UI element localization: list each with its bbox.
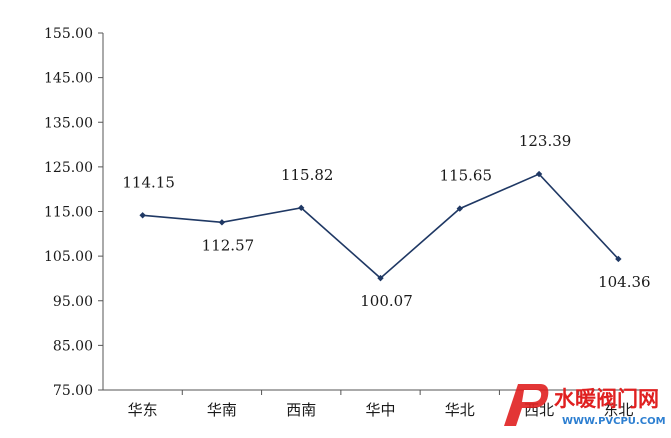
x-axis: 华东 华南 西南 华中 华北 西北 东北 [103,389,658,419]
data-point [456,205,463,212]
y-axis: 155.00 145.00 135.00 125.00 115.00 105.00 95.0… [44,26,104,399]
y-tick-label: 145.00 [44,71,93,87]
y-tick-label: 95.00 [53,294,93,310]
data-label: 115.82 [281,166,334,184]
data-label: 123.39 [519,132,572,150]
x-tick-label: 华北 [445,401,475,419]
watermark-p-icon [504,384,549,426]
data-point [615,255,622,263]
x-tick-label: 华中 [365,401,395,419]
x-tick-label: 西南 [286,401,316,419]
x-tick-label: 东北 [603,401,633,419]
y-tick-label: 115.00 [44,205,93,221]
data-label: 112.57 [202,236,255,254]
series [139,170,622,282]
data-point [535,170,543,178]
data-label: 104.36 [598,273,651,291]
data-label: 100.07 [360,292,413,310]
data-point [139,212,146,219]
x-tick-label: 华东 [128,401,158,419]
data-labels: 114.15 112.57 115.82 100.07 115.65 123.39 104.… [122,132,650,310]
data-label: 115.65 [440,167,493,185]
y-tick-label: 85.00 [53,338,93,354]
watermark-url-text: WWW.PVCPU.COM [562,416,666,427]
y-tick-label: 135.00 [44,115,93,131]
data-label: 114.15 [122,173,175,191]
x-tick-label: 华南 [207,401,237,419]
y-tick-label: 155.00 [44,26,93,42]
watermark-logo: 水暖阀门网 WWW.PVCPU.COM [496,374,671,434]
data-point [298,204,305,212]
series-line [142,173,619,280]
y-tick-label: 105.00 [44,249,93,265]
data-point [218,219,226,226]
watermark-brand-text: 水暖阀门网 [554,387,659,411]
data-point [377,274,384,282]
y-tick-label: 125.00 [44,160,93,176]
y-tick-label: 75.00 [53,383,93,399]
